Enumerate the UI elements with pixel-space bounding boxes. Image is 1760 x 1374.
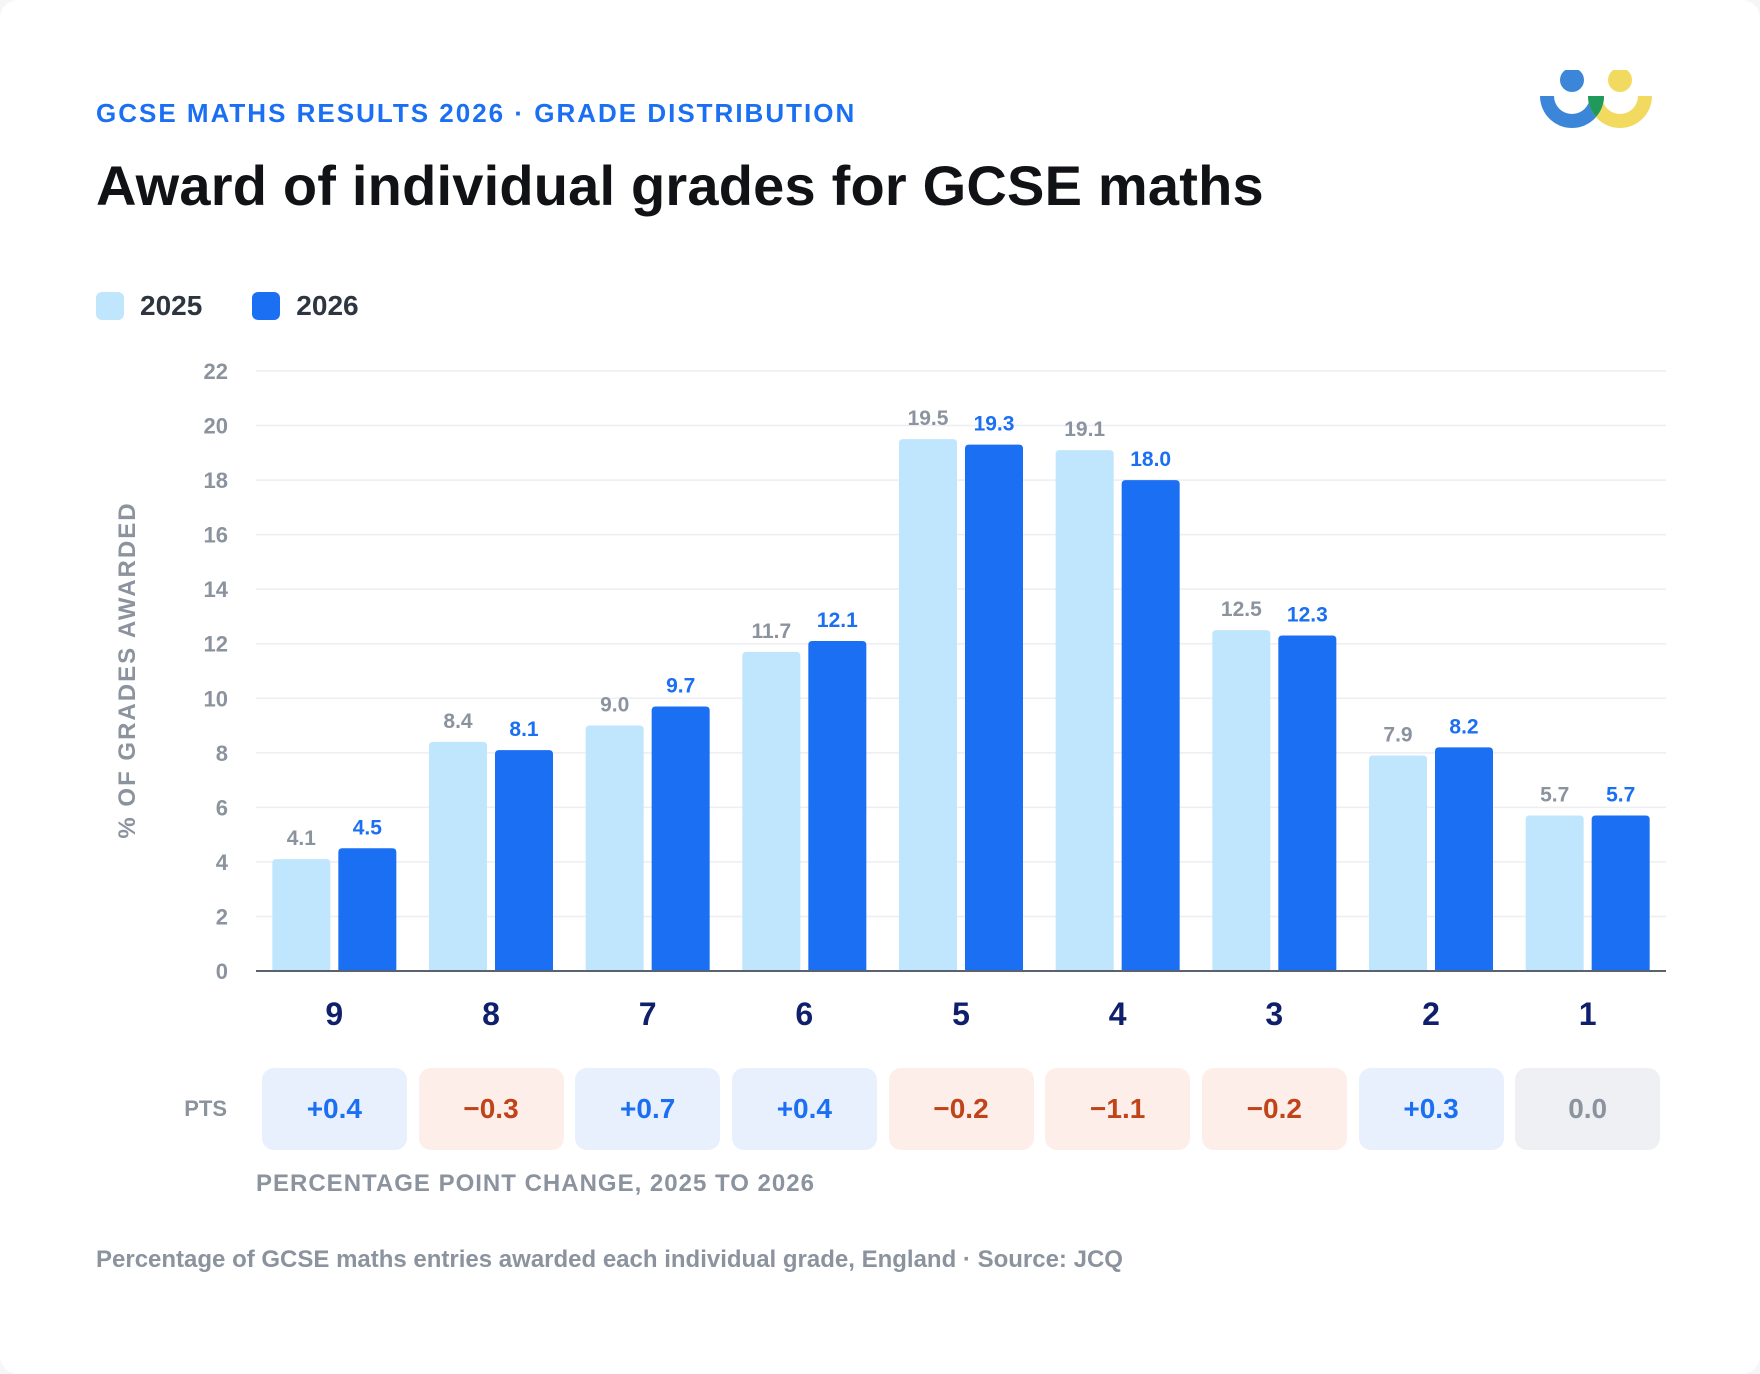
data-label-2025-grade-9: 4.1 [287, 827, 317, 850]
legend-item-2026: 2026 [252, 290, 359, 322]
bar-2026-grade-1 [1591, 815, 1650, 971]
data-label-2025-grade-6: 11.7 [751, 620, 791, 643]
bar-2026-grade-8 [495, 750, 553, 971]
x-tick-label-grade-6: 6 [795, 996, 813, 1032]
data-label-2025-grade-3: 12.5 [1221, 598, 1262, 621]
data-label-2026-grade-6: 12.1 [817, 609, 858, 632]
data-label-2026-grade-8: 8.1 [509, 718, 539, 741]
legend-label-2025: 2025 [140, 290, 203, 321]
change-caption: PERCENTAGE POINT CHANGE, 2025 TO 2026 [256, 1170, 815, 1197]
data-label-2026-grade-7: 9.7 [666, 674, 695, 697]
data-label-2025-grade-2: 7.9 [1383, 724, 1412, 747]
bar-2025-grade-5 [899, 439, 957, 971]
change-chip-grade-3: −0.2 [1201, 1068, 1347, 1150]
change-chip-grade-5: −0.2 [888, 1068, 1034, 1150]
bar-2026-grade-4 [1121, 480, 1180, 971]
legend-swatch-2025 [96, 292, 124, 320]
bar-2025-grade-1 [1525, 815, 1584, 971]
y-tick-label: 2 [216, 904, 228, 929]
chart-title: Award of individual grades for GCSE math… [96, 154, 1264, 217]
brand-logo-icon [1540, 70, 1652, 128]
y-tick-label: 10 [204, 686, 228, 711]
bar-2025-grade-4 [1055, 450, 1114, 971]
bar-2026-grade-6 [808, 641, 867, 971]
x-tick-label-grade-2: 2 [1422, 996, 1440, 1032]
bar-2026-grade-2 [1435, 747, 1493, 971]
bar-2025-grade-8 [429, 741, 487, 971]
bar-2025-grade-9 [272, 859, 331, 971]
bar-2025-grade-3 [1212, 630, 1271, 971]
y-tick-label: 20 [204, 414, 228, 439]
y-tick-label: 0 [216, 959, 228, 984]
data-label-2025-grade-4: 19.1 [1064, 418, 1105, 441]
x-tick-label-grade-7: 7 [639, 996, 657, 1032]
bar-2026-grade-9 [338, 848, 397, 971]
y-tick-label: 12 [204, 632, 228, 657]
change-chip-grade-4: −1.1 [1045, 1068, 1191, 1150]
bar-2026-grade-3 [1278, 635, 1337, 971]
bar-2025-grade-2 [1369, 755, 1427, 971]
x-tick-label-grade-1: 1 [1579, 996, 1597, 1032]
legend-swatch-2026 [252, 292, 281, 320]
data-label-2025-grade-5: 19.5 [908, 407, 949, 430]
y-tick-label: 4 [216, 850, 229, 875]
y-tick-label: 16 [204, 523, 228, 548]
data-label-2026-grade-3: 12.3 [1287, 604, 1328, 627]
x-tick-label-grade-8: 8 [482, 996, 500, 1032]
bar-2026-grade-7 [651, 706, 710, 971]
change-chip-grade-8: −0.3 [418, 1068, 564, 1150]
legend-item-2025: 2025 [96, 290, 202, 322]
x-tick-label-grade-9: 9 [325, 996, 343, 1032]
chart-legend: 2025 2026 [96, 290, 359, 322]
y-tick-label: 18 [204, 468, 228, 493]
x-tick-label-grade-4: 4 [1109, 996, 1127, 1032]
data-label-2026-grade-5: 19.3 [974, 413, 1015, 436]
y-tick-label: 8 [216, 741, 228, 766]
x-tick-label-grade-3: 3 [1265, 996, 1283, 1032]
change-chip-grade-7: +0.7 [575, 1068, 721, 1150]
change-row-label: PTS [184, 1096, 227, 1121]
data-label-2025-grade-7: 9.0 [600, 694, 629, 717]
data-label-2025-grade-1: 5.7 [1540, 784, 1569, 807]
y-tick-label: 14 [204, 577, 229, 602]
change-chip-grade-2: +0.3 [1358, 1068, 1504, 1150]
chart-kicker: GCSE MATHS RESULTS 2026 · GRADE DISTRIBU… [96, 98, 857, 128]
bar-2026-grade-5 [965, 444, 1023, 971]
y-tick-label: 6 [216, 795, 228, 820]
change-chip-grade-9: +0.4 [261, 1068, 407, 1150]
x-tick-label-grade-5: 5 [952, 996, 970, 1032]
change-chip-grade-6: +0.4 [731, 1068, 877, 1150]
chart-footer-note: Percentage of GCSE maths entries awarded… [96, 1246, 1123, 1273]
legend-label-2026: 2026 [296, 290, 359, 321]
data-label-2026-grade-2: 8.2 [1449, 715, 1478, 738]
data-label-2026-grade-4: 18.0 [1130, 448, 1171, 471]
data-label-2026-grade-9: 4.5 [353, 816, 383, 839]
bar-2025-grade-7 [585, 725, 644, 971]
data-label-2026-grade-1: 5.7 [1606, 784, 1635, 807]
bar-2025-grade-6 [742, 651, 801, 971]
y-tick-label: 22 [204, 359, 228, 384]
change-chip-grade-1: 0.0 [1515, 1068, 1661, 1150]
data-label-2025-grade-8: 8.4 [443, 710, 473, 733]
